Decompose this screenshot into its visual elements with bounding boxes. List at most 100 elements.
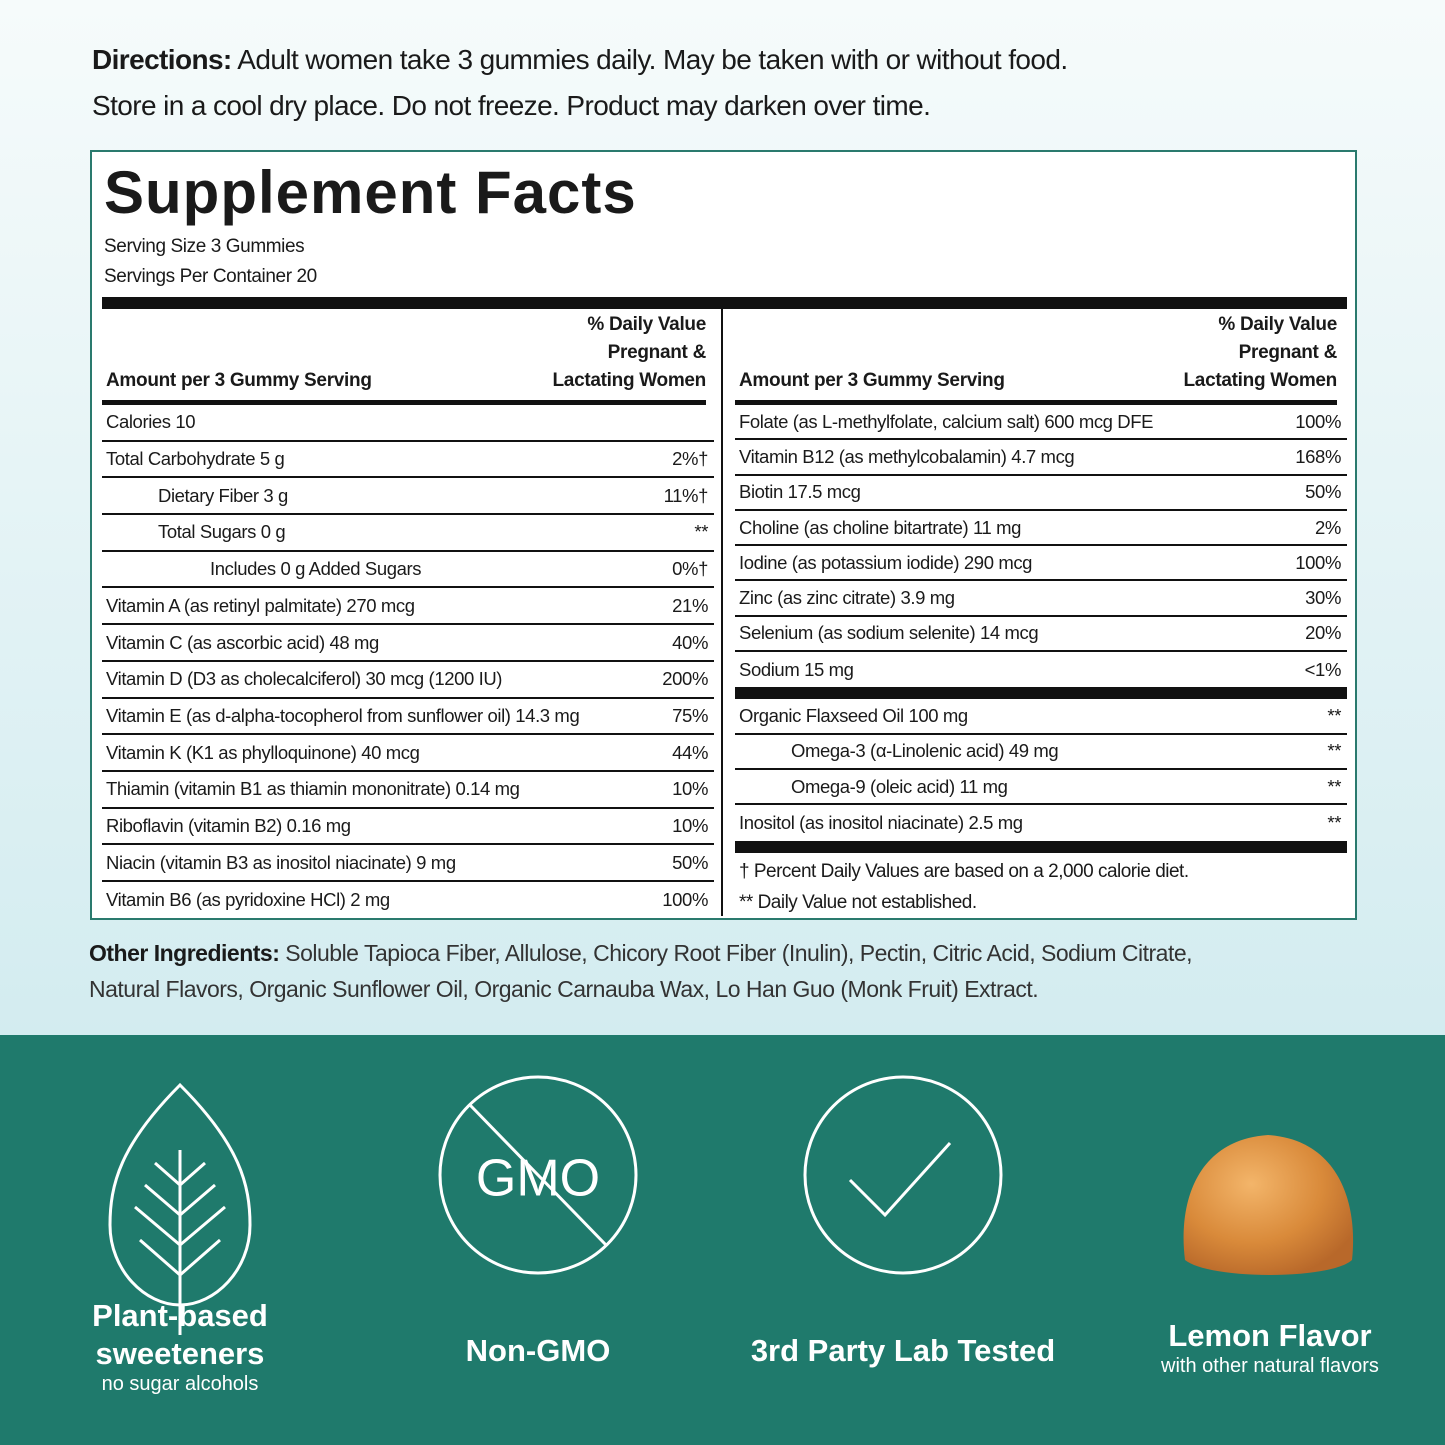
ingredients-text: Natural Flavors, Organic Sunflower Oil, … <box>89 976 1039 1002</box>
gmo-icon <box>438 1075 638 1275</box>
dv-header: Lactating Women <box>552 370 707 391</box>
fact-row: Vitamin B12 (as methylcobalamin) 4.7 mcg… <box>735 440 1347 476</box>
directions-text: Adult women take 3 gummies daily. May be… <box>237 44 1068 75</box>
badge-title: Lemon Flavor <box>1168 1318 1372 1353</box>
thick-rule <box>102 297 1347 309</box>
dv-header: Lactating Women <box>1183 370 1338 391</box>
daily-value: 75% <box>672 704 708 726</box>
daily-value: 10% <box>672 778 708 800</box>
thick-rule <box>735 840 1347 853</box>
nutrient-name: Organic Flaxseed Oil 100 mg <box>739 705 968 727</box>
serving-size: Serving Size 3 Gummies <box>104 236 305 257</box>
daily-value: 30% <box>1305 587 1341 609</box>
nutrient-name: Niacin (vitamin B3 as inositol niacinate… <box>106 851 456 873</box>
badge-subtitle: no sugar alcohols <box>101 1373 259 1395</box>
fact-row: Vitamin A (as retinyl palmitate) 270 mcg… <box>102 589 714 626</box>
header-rule <box>735 400 1337 405</box>
nutrient-name: Vitamin B6 (as pyridoxine HCl) 2 mg <box>106 889 390 911</box>
fact-row: Selenium (as sodium selenite) 14 mcg 20% <box>735 617 1347 653</box>
nutrient-name: Sodium 15 mg <box>739 658 854 680</box>
fact-row: Total Sugars 0 g ** <box>102 515 714 552</box>
daily-value: 100% <box>1295 410 1341 432</box>
column-divider <box>721 309 723 916</box>
nutrient-name: Biotin 17.5 mcg <box>739 481 861 503</box>
leaf-icon <box>108 1082 252 1335</box>
nutrient-name: Vitamin A (as retinyl palmitate) 270 mcg <box>106 594 415 616</box>
amount-header: Amount per 3 Gummy Serving <box>739 370 1005 391</box>
fact-row: Thiamin (vitamin B1 as thiamin mononitra… <box>102 772 714 809</box>
daily-value: 10% <box>672 815 708 837</box>
thick-rule <box>735 687 1347 700</box>
daily-value: 2%† <box>672 448 708 470</box>
daily-value: ** <box>1327 705 1341 727</box>
daily-value: <1% <box>1304 658 1342 680</box>
nutrient-name: Calories 10 <box>106 411 196 433</box>
footnote: ** Daily Value not established. <box>739 891 977 913</box>
supplement-facts: Supplement Facts Serving Size 3 Gummies … <box>90 150 1357 920</box>
fact-row: Calories 10 <box>102 405 714 442</box>
daily-value: 50% <box>672 851 708 873</box>
nutrient-name: Vitamin D (D3 as cholecalciferol) 30 mcg… <box>106 668 503 690</box>
badge-title: sweeteners <box>95 1336 265 1371</box>
daily-value: 100% <box>1295 551 1341 573</box>
fact-row: Dietary Fiber 3 g 11%† <box>102 478 714 516</box>
ingredients-text: Soluble Tapioca Fiber, Allulose, Chicory… <box>285 940 1193 966</box>
daily-value: 11%† <box>663 484 709 506</box>
nutrient-name: Inositol (as inositol niacinate) 2.5 mg <box>739 811 1023 833</box>
amount-header: Amount per 3 Gummy Serving <box>106 370 372 391</box>
fact-row: Riboflavin (vitamin B2) 0.16 mg 10% <box>102 809 714 846</box>
badge-title: Non-GMO <box>465 1333 611 1368</box>
nutrient-name: Iodine (as potassium iodide) 290 mcg <box>739 551 1033 573</box>
facts-title: Supplement Facts <box>104 159 637 226</box>
fact-row: Inositol (as inositol niacinate) 2.5 mg *… <box>735 805 1347 840</box>
daily-value: 20% <box>1305 622 1341 644</box>
fact-row: Vitamin D (D3 as cholecalciferol) 30 mcg… <box>102 662 714 699</box>
daily-value: ** <box>1327 775 1341 797</box>
header-rule <box>102 400 706 405</box>
nutrient-name: Riboflavin (vitamin B2) 0.16 mg <box>106 815 351 837</box>
fact-row: Omega-9 (oleic acid) 11 mg ** <box>735 770 1347 806</box>
nutrient-name: Vitamin C (as ascorbic acid) 48 mg <box>106 631 379 653</box>
nutrient-name: Vitamin K (K1 as phylloquinone) 40 mcg <box>106 741 420 763</box>
daily-value: 44% <box>672 741 708 763</box>
nutrient-name: Dietary Fiber 3 g <box>158 484 288 506</box>
ingredients-line: Other Ingredients: Soluble Tapioca Fiber… <box>89 940 1193 967</box>
fact-row: Zinc (as zinc citrate) 3.9 mg 30% <box>735 582 1347 617</box>
daily-value: 21% <box>672 594 708 616</box>
fact-row: Vitamin C (as ascorbic acid) 48 mg 40% <box>102 625 714 662</box>
daily-value: ** <box>694 521 708 543</box>
fact-row: Vitamin K (K1 as phylloquinone) 40 mcg 44… <box>102 735 714 772</box>
daily-value: 0%† <box>672 558 708 580</box>
badge-title: 3rd Party Lab Tested <box>750 1333 1056 1368</box>
nutrient-name: Folate (as L-methylfolate, calcium salt)… <box>739 410 1154 432</box>
directions-line: Directions: Adult women take 3 gummies d… <box>92 44 1068 76</box>
fact-row: Niacin (vitamin B3 as inositol niacinate… <box>102 845 714 883</box>
daily-value: 40% <box>672 631 708 653</box>
nutrient-name: Omega-9 (oleic acid) 11 mg <box>791 775 1008 797</box>
fact-row: Total Carbohydrate 5 g 2%† <box>102 442 714 479</box>
daily-value: ** <box>1327 740 1341 762</box>
fact-row: Includes 0 g Added Sugars 0%† <box>102 552 714 589</box>
fact-row: Folate (as L-methylfolate, calcium salt)… <box>735 405 1347 441</box>
daily-value: 200% <box>662 668 708 690</box>
badge-icons: GMO <box>108 1075 1354 1335</box>
dv-header: % Daily Value <box>587 314 706 335</box>
nutrient-name: Total Carbohydrate 5 g <box>106 448 285 470</box>
badge-title: Plant-based <box>92 1298 268 1333</box>
fact-row: Vitamin B6 (as pyridoxine HCl) 2 mg 100% <box>102 882 714 919</box>
nutrient-name: Zinc (as zinc citrate) 3.9 mg <box>739 587 955 609</box>
nutrient-name: Thiamin (vitamin B1 as thiamin mononitra… <box>106 778 520 800</box>
daily-value: 50% <box>1305 481 1341 503</box>
fact-row: Choline (as choline bitartrate) 11 mg 2% <box>735 511 1347 547</box>
nutrient-name: Omega-3 (α-Linolenic acid) 49 mg <box>791 740 1059 762</box>
daily-value: ** <box>1327 811 1341 833</box>
servings-per-container: Servings Per Container 20 <box>104 266 317 287</box>
directions-text: Store in a cool dry place. Do not freeze… <box>92 90 931 121</box>
fact-row: Organic Flaxseed Oil 100 mg ** <box>735 699 1347 735</box>
dv-header: Pregnant & <box>1238 342 1338 363</box>
fact-row: Iodine (as potassium iodide) 290 mcg 100% <box>735 546 1347 582</box>
dv-header: % Daily Value <box>1218 314 1337 335</box>
nutrient-name: Selenium (as sodium selenite) 14 mcg <box>739 622 1039 644</box>
gummy-icon <box>1183 1135 1354 1275</box>
ingredients-label: Other Ingredients: <box>89 940 280 966</box>
